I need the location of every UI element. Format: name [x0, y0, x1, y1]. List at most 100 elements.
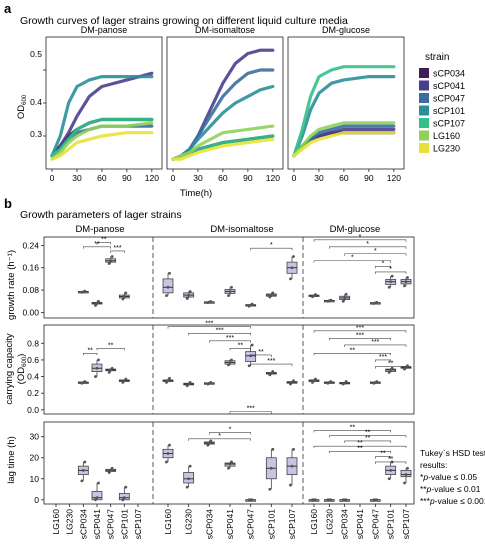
- series-sCP101: [50, 75, 154, 158]
- panel-a-ylabel: OD600: [16, 94, 28, 119]
- bracket-line: [344, 344, 407, 347]
- data-point: [124, 485, 128, 489]
- bracket-line: [250, 363, 293, 367]
- data-point: [187, 477, 191, 481]
- x-tick-label: 90: [243, 173, 253, 183]
- data-point: [83, 460, 87, 464]
- significance-bracket: **: [313, 440, 407, 449]
- bracket-line: [344, 253, 407, 256]
- data-point: [290, 464, 294, 468]
- curve-panel-title: DM-isomaltose: [195, 25, 255, 35]
- x-tick-label: 120: [387, 173, 401, 183]
- y-tick-label: 0.4: [27, 372, 39, 382]
- box-sCP034: [339, 292, 351, 303]
- significance-bracket: **: [375, 361, 407, 369]
- data-point: [95, 301, 99, 305]
- legend-swatch-sCP041: [419, 80, 429, 91]
- strain-legend: strain sCP034 sCP041 sCP047 sCP101 sCP107 LG1…: [419, 52, 465, 154]
- data-point: [247, 364, 251, 368]
- data-point: [390, 274, 394, 278]
- box-LG160: [162, 271, 174, 298]
- curve-panel-dm-glucose: DM-glucose 0 30 60 90 120: [287, 25, 405, 183]
- bracket-line: [313, 352, 391, 356]
- data-point: [387, 371, 391, 374]
- significance-bracket: **: [329, 430, 407, 438]
- data-point: [314, 498, 317, 502]
- bracket-line: [329, 451, 391, 454]
- series-sCP101: [292, 75, 396, 158]
- bracket-line: [375, 456, 391, 459]
- data-point: [94, 498, 97, 502]
- plot-frame: [166, 36, 284, 170]
- data-point: [292, 447, 295, 451]
- box-sCP047: [245, 498, 257, 502]
- data-point: [268, 487, 272, 491]
- bracket-line: [83, 246, 111, 249]
- box-LG230: [183, 290, 195, 300]
- data-point: [107, 471, 111, 474]
- box-sCP041: [224, 358, 236, 367]
- data-point: [122, 295, 126, 298]
- x-tick-label-sCP107: sCP107: [401, 509, 411, 540]
- bracket-stars: **: [258, 349, 264, 356]
- bracket-stars: *: [389, 266, 392, 273]
- bracket-line: [375, 266, 391, 269]
- series-sCP041: [50, 71, 154, 158]
- bracket-line: [313, 239, 407, 242]
- data-point: [404, 280, 408, 284]
- data-point: [124, 291, 128, 295]
- legend-swatch-sCP101: [419, 105, 429, 116]
- box-sCP101: [118, 377, 130, 384]
- x-tick-label: 120: [266, 173, 280, 183]
- significance-bracket: **: [83, 347, 98, 356]
- data-point: [121, 498, 125, 502]
- box-sCP047: [369, 300, 381, 305]
- x-tick-label: 60: [339, 173, 349, 183]
- significance-bracket: *: [209, 427, 251, 435]
- box-sCP107: [400, 276, 412, 288]
- significance-bracket: **: [329, 445, 391, 454]
- box-LG160: [308, 293, 320, 299]
- y-tick-label: 30: [30, 432, 40, 442]
- data-point: [110, 255, 114, 258]
- data-point: [289, 277, 292, 281]
- box-sCP101: [118, 291, 130, 301]
- bracket-stars: ***: [267, 358, 275, 365]
- x-tick-label-sCP034: sCP034: [340, 509, 350, 540]
- data-point: [188, 380, 192, 384]
- series-LG230: [50, 131, 154, 161]
- x-tick-label-sCP101: sCP101: [386, 509, 396, 540]
- significance-bracket: ***: [375, 354, 391, 362]
- x-tick-label-sCP047: sCP047: [370, 509, 380, 540]
- row-growth-rate-ylabel: growth rate (h⁻¹): [6, 250, 17, 320]
- data-point: [228, 462, 232, 466]
- data-point: [329, 298, 333, 302]
- data-point: [188, 290, 192, 293]
- data-point: [80, 479, 84, 483]
- y-tick-label: 20: [30, 453, 40, 463]
- box-sCP034: [339, 380, 351, 386]
- data-point: [110, 366, 114, 370]
- data-point: [269, 293, 273, 297]
- significance-bracket: ***: [313, 325, 407, 333]
- data-point: [187, 293, 191, 297]
- box-iqr: [91, 490, 103, 501]
- x-tick-label-LG160: LG160: [51, 509, 61, 535]
- data-point: [271, 291, 275, 295]
- bracket-line: [375, 359, 391, 362]
- x-tick-label-LG230: LG230: [65, 509, 75, 535]
- x-tick-label: 30: [193, 173, 203, 183]
- box-sCP041: [91, 299, 103, 307]
- media-header-panose: DM-panose: [75, 224, 124, 235]
- bracket-line: [329, 435, 407, 438]
- box-sCP034: [77, 289, 89, 294]
- box-LG230: [323, 498, 335, 502]
- box-row-2: 0.00.20.40.60.8*************************…: [27, 321, 415, 415]
- box-LG230: [323, 298, 335, 303]
- data-point: [341, 299, 345, 303]
- box-sCP041: [224, 285, 236, 298]
- x-tick-label: 120: [145, 173, 159, 183]
- box-row-1: 0.000.080.160.24******* *******: [22, 234, 415, 319]
- bracket-stars: ***: [205, 321, 213, 328]
- bracket-stars: ***: [226, 335, 234, 342]
